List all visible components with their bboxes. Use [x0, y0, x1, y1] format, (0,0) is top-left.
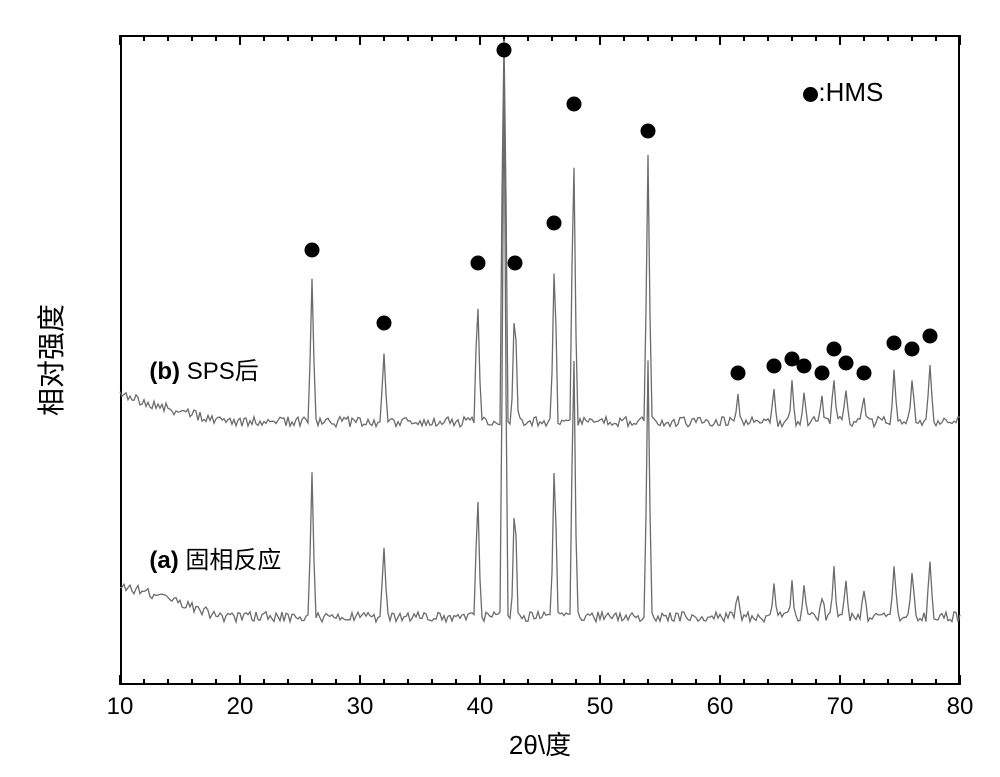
- trace-label: (b) SPS后: [149, 351, 258, 386]
- trace-label-prefix: (b): [149, 358, 186, 385]
- trace-label-text: 固相反应: [185, 547, 281, 574]
- trace-label-text: SPS后: [187, 358, 259, 385]
- hms-peak-marker-icon: [905, 342, 920, 357]
- hms-peak-marker-icon: [470, 256, 485, 271]
- hms-peak-marker-icon: [923, 329, 938, 344]
- hms-peak-marker-icon: [839, 355, 854, 370]
- hms-peak-marker-icon: [827, 342, 842, 357]
- hms-peak-marker-icon: [767, 358, 782, 373]
- hms-peak-marker-icon: [857, 365, 872, 380]
- hms-peak-marker-icon: [797, 358, 812, 373]
- hms-peak-marker-icon: [815, 365, 830, 380]
- xrd-figure: 相对强度 2θ\度 1020304050607080 :HMS (b) SPS后…: [0, 0, 1000, 777]
- hms-peak-marker-icon: [305, 242, 320, 257]
- hms-peak-marker-icon: [731, 365, 746, 380]
- hms-peak-marker-icon: [377, 315, 392, 330]
- hms-peak-marker-icon: [566, 97, 581, 112]
- trace-label: (a) 固相反应: [149, 540, 281, 575]
- trace-label-prefix: (a): [149, 547, 185, 574]
- hms-peak-marker-icon: [497, 43, 512, 58]
- hms-peak-marker-icon: [641, 123, 656, 138]
- hms-peak-marker-icon: [887, 335, 902, 350]
- xrd-spectra: [0, 0, 1000, 777]
- hms-peak-marker-icon: [547, 216, 562, 231]
- hms-peak-marker-icon: [507, 256, 522, 271]
